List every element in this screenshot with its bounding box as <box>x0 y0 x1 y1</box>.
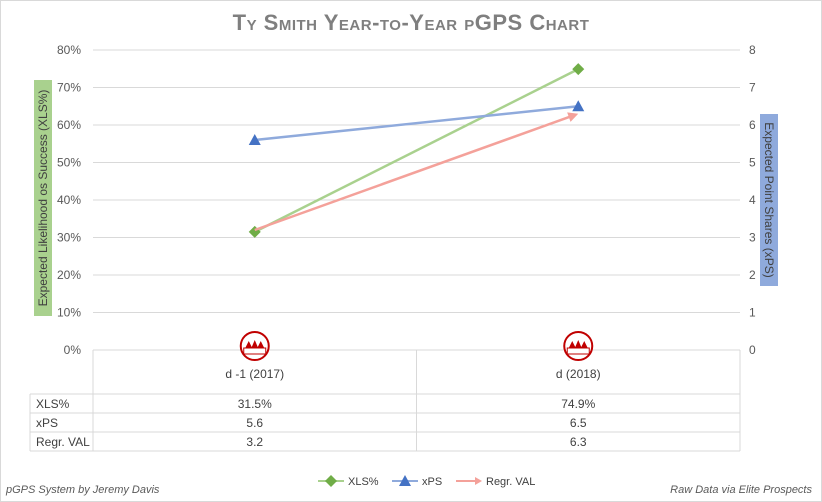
legend-label: Regr. VAL <box>486 476 535 488</box>
right-tick-label: 3 <box>749 231 756 245</box>
left-tick-label: 10% <box>57 306 81 320</box>
table-series-name: xPS <box>36 416 58 430</box>
footer-source: Raw Data via Elite Prospects <box>670 484 812 496</box>
right-tick-label: 0 <box>749 343 756 357</box>
diamond-marker <box>572 63 585 76</box>
triangle-marker <box>399 475 411 486</box>
left-tick-label: 50% <box>57 156 81 170</box>
category-label: d (2018) <box>556 367 601 381</box>
right-tick-label: 8 <box>749 43 756 57</box>
whl-logo-icon <box>563 331 594 361</box>
table-cell: 74.9% <box>561 397 595 411</box>
table-cell: 6.3 <box>570 435 587 449</box>
logo-band <box>566 347 590 355</box>
chart-title: Ty Smith Year-to-Year pGPS Chart <box>232 10 590 35</box>
left-tick-label: 80% <box>57 43 81 57</box>
table-cell: 5.6 <box>246 416 263 430</box>
legend-item: XLS% <box>318 475 379 488</box>
right-axis-label-box: Expected Point Shares (xPS) <box>760 114 778 286</box>
right-tick-label: 4 <box>749 193 756 207</box>
left-tick-label: 70% <box>57 81 81 95</box>
logo-flame <box>568 340 589 349</box>
xls-line <box>254 68 579 233</box>
right-tick-label: 6 <box>749 118 756 132</box>
diamond-marker <box>325 475 337 487</box>
logo-flame <box>244 340 265 349</box>
left-axis-label-box: Expected Likelihood os Success (XLS%) <box>34 80 52 316</box>
right-tick-label: 7 <box>749 81 756 95</box>
legend-item: xPS <box>392 475 442 488</box>
right-tick-label: 1 <box>749 306 756 320</box>
category-label: d -1 (2017) <box>225 367 284 381</box>
triangle-marker <box>572 100 585 112</box>
table-series-name: XLS% <box>36 397 70 411</box>
left-tick-label: 60% <box>57 118 81 132</box>
left-tick-label: 0% <box>64 343 82 357</box>
regr-val-line <box>254 115 572 232</box>
footer-credit: pGPS System by Jeremy Davis <box>6 484 160 496</box>
legend-label: XLS% <box>348 476 379 488</box>
right-tick-label: 5 <box>749 156 756 170</box>
whl-logo-icon <box>239 331 270 361</box>
right-tick-label: 2 <box>749 268 756 282</box>
legend-label: xPS <box>422 476 442 488</box>
legend-item: Regr. VAL <box>456 476 535 488</box>
triangle-marker <box>248 134 261 145</box>
logo-band <box>243 347 267 355</box>
xps-line <box>254 105 579 142</box>
table-cell: 3.2 <box>246 435 263 449</box>
table-cell: 31.5% <box>238 397 272 411</box>
table-series-name: Regr. VAL <box>36 435 90 449</box>
table-cell: 6.5 <box>570 416 587 430</box>
legend-arrow-marker <box>475 477 482 485</box>
regr-val-arrowhead <box>567 112 579 122</box>
left-tick-label: 20% <box>57 268 81 282</box>
left-tick-label: 40% <box>57 193 81 207</box>
left-tick-label: 30% <box>57 231 81 245</box>
